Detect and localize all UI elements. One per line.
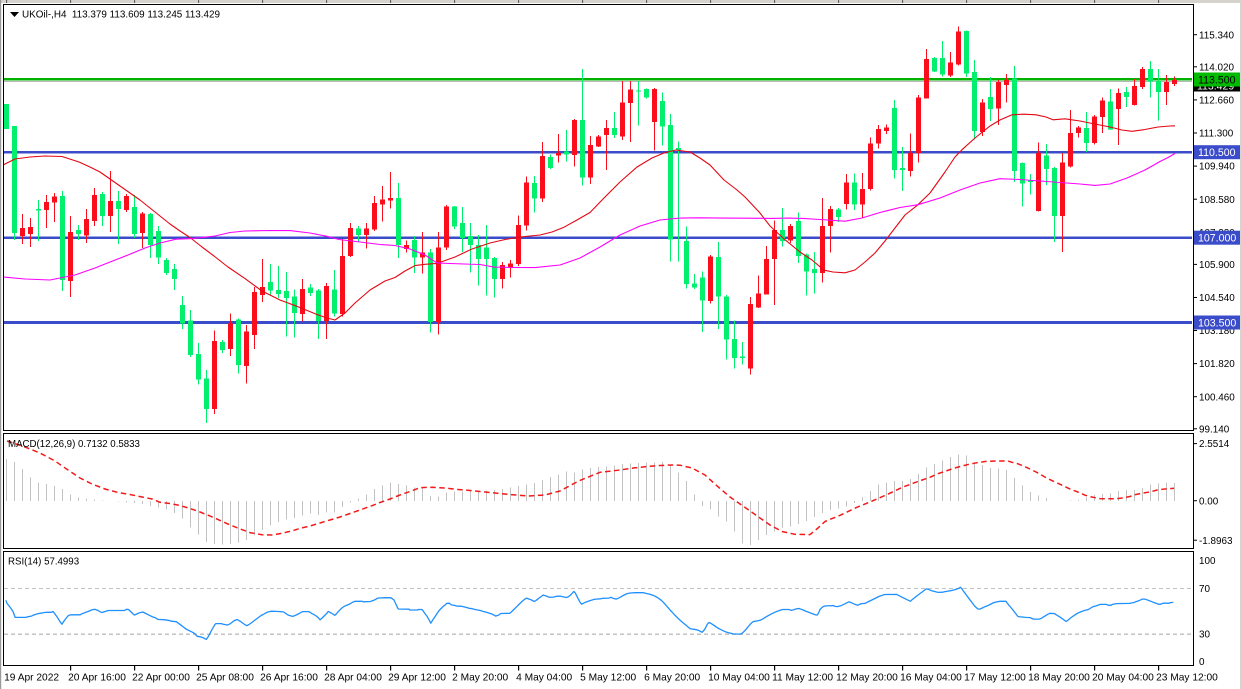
svg-text:114.020: 114.020: [1199, 62, 1234, 73]
svg-text:17 May 12:00: 17 May 12:00: [964, 673, 1026, 684]
svg-text:110.500: 110.500: [1198, 147, 1236, 159]
svg-text:103.180: 103.180: [1199, 326, 1235, 337]
svg-text:100.460: 100.460: [1199, 392, 1235, 403]
svg-text:25 Apr 08:00: 25 Apr 08:00: [196, 673, 254, 684]
svg-text:16 May 04:00: 16 May 04:00: [900, 673, 962, 684]
svg-text:22 Apr 00:00: 22 Apr 00:00: [132, 673, 190, 684]
svg-text:10 May 04:00: 10 May 04:00: [708, 673, 770, 684]
svg-text:113.500: 113.500: [1198, 75, 1236, 87]
svg-text:19 Apr 2022: 19 Apr 2022: [4, 673, 59, 684]
svg-text:28 Apr 04:00: 28 Apr 04:00: [324, 673, 382, 684]
svg-text:UKOil-,H4 113.379 113.609 113: UKOil-,H4 113.379 113.609 113.245 113.42…: [22, 10, 221, 21]
svg-text:RSI(14) 57.4993: RSI(14) 57.4993: [8, 557, 79, 568]
svg-text:0: 0: [1199, 657, 1205, 668]
svg-text:103.500: 103.500: [1198, 318, 1236, 330]
svg-text:108.580: 108.580: [1199, 195, 1235, 206]
svg-text:2.5514: 2.5514: [1199, 439, 1230, 450]
svg-text:0.00: 0.00: [1199, 496, 1219, 507]
svg-text:20 May 04:00: 20 May 04:00: [1092, 673, 1154, 684]
svg-text:4 May 04:00: 4 May 04:00: [516, 673, 572, 684]
svg-text:104.540: 104.540: [1199, 293, 1235, 304]
svg-text:109.940: 109.940: [1199, 162, 1235, 173]
svg-text:MACD(12,26,9) 0.7132 0.5833: MACD(12,26,9) 0.7132 0.5833: [8, 439, 140, 450]
svg-text:99.140: 99.140: [1199, 424, 1230, 435]
svg-text:29 Apr 12:00: 29 Apr 12:00: [388, 673, 446, 684]
svg-text:112.660: 112.660: [1199, 96, 1234, 107]
svg-text:23 May 12:00: 23 May 12:00: [1156, 673, 1218, 684]
svg-text:30: 30: [1199, 630, 1210, 641]
svg-text:6 May 20:00: 6 May 20:00: [644, 673, 700, 684]
svg-text:70: 70: [1199, 584, 1210, 595]
svg-text:12 May 20:00: 12 May 20:00: [836, 673, 898, 684]
svg-text:100: 100: [1199, 556, 1216, 567]
svg-text:105.900: 105.900: [1199, 260, 1235, 271]
svg-text:2 May 20:00: 2 May 20:00: [452, 673, 508, 684]
svg-text:20 Apr 16:00: 20 Apr 16:00: [68, 673, 126, 684]
svg-text:107.000: 107.000: [1198, 233, 1236, 245]
svg-text:5 May 12:00: 5 May 12:00: [580, 673, 636, 684]
svg-text:-1.8963: -1.8963: [1199, 536, 1233, 547]
svg-text:18 May 20:00: 18 May 20:00: [1028, 673, 1090, 684]
svg-text:101.820: 101.820: [1199, 359, 1235, 370]
svg-text:111.300: 111.300: [1199, 129, 1234, 140]
svg-text:115.340: 115.340: [1199, 30, 1234, 41]
svg-text:26 Apr 16:00: 26 Apr 16:00: [260, 673, 318, 684]
svg-text:11 May 12:00: 11 May 12:00: [772, 673, 833, 684]
